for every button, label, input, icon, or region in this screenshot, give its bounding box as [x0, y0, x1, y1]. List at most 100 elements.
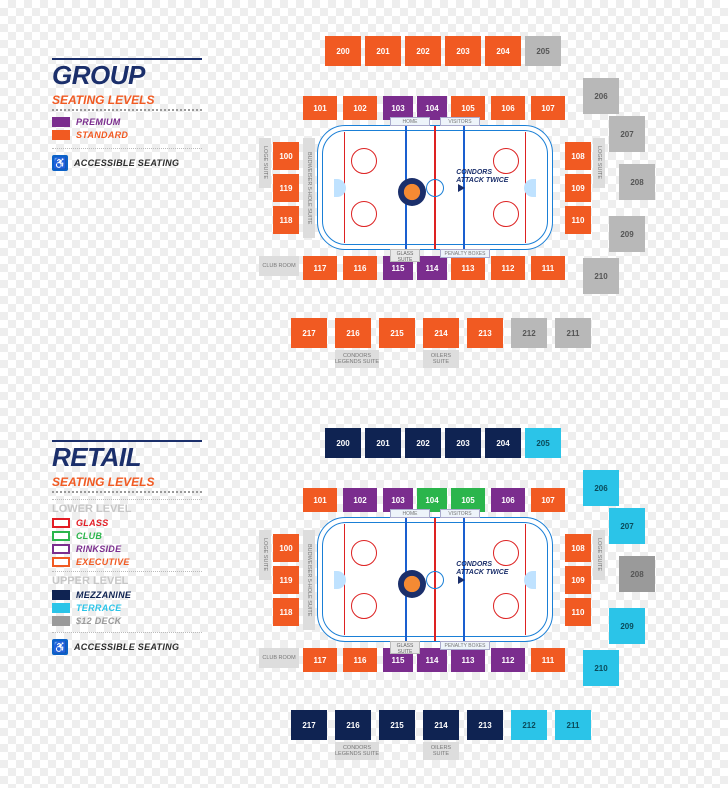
team-logo [398, 570, 426, 598]
accessible-label: ACCESSIBLE SEATING [74, 642, 179, 652]
section-114[interactable]: 114 [417, 256, 447, 280]
group-seating-chart: GROUP SEATING LEVELS PREMIUMSTANDARD ♿ A… [0, 8, 728, 388]
legend-label: $12 DECK [76, 616, 121, 626]
section-113[interactable]: 113 [451, 648, 485, 672]
section-117[interactable]: 117 [303, 256, 337, 280]
section-207[interactable]: 207 [609, 508, 645, 544]
legend-label: STANDARD [76, 130, 128, 140]
section-210[interactable]: 210 [583, 650, 619, 686]
section-215[interactable]: 215 [379, 710, 415, 740]
section-117[interactable]: 117 [303, 648, 337, 672]
section-211[interactable]: 211 [555, 710, 591, 740]
section-214[interactable]: 214 [423, 710, 459, 740]
glass-suite: GLASS SUITE [390, 249, 420, 262]
section-202[interactable]: 202 [405, 36, 441, 66]
accessible-icon: ♿ [52, 155, 68, 171]
section-119[interactable]: 119 [273, 174, 299, 202]
legend-label: GLASS [76, 518, 109, 528]
lower-level-hdr: LOWER LEVEL [52, 499, 202, 515]
section-208[interactable]: 208 [619, 164, 655, 200]
section-209[interactable]: 209 [609, 216, 645, 252]
section-107[interactable]: 107 [531, 488, 565, 512]
section-216[interactable]: 216 [335, 318, 371, 348]
swatch [52, 603, 70, 613]
section-217[interactable]: 217 [291, 318, 327, 348]
section-108[interactable]: 108 [565, 534, 591, 562]
section-112[interactable]: 112 [491, 648, 525, 672]
suite-box: CONDORS LEGENDS SUITE [335, 742, 379, 760]
section-200[interactable]: 200 [325, 36, 361, 66]
section-215[interactable]: 215 [379, 318, 415, 348]
section-216[interactable]: 216 [335, 710, 371, 740]
section-118[interactable]: 118 [273, 598, 299, 626]
swatch [52, 616, 70, 626]
swatch [52, 557, 70, 567]
section-118[interactable]: 118 [273, 206, 299, 234]
section-208[interactable]: 208 [619, 556, 655, 592]
section-116[interactable]: 116 [343, 256, 377, 280]
section-204[interactable]: 204 [485, 36, 521, 66]
retail-subtitle: SEATING LEVELS [52, 473, 202, 493]
retail-arena: 200201202203204205 217 216 215 214 213 212 211 2… [195, 400, 675, 780]
section-106[interactable]: 106 [491, 96, 525, 120]
group-subtitle: SEATING LEVELS [52, 91, 202, 111]
section-212[interactable]: 212 [511, 318, 547, 348]
attack-text: CONDORS ATTACK TWICE [456, 561, 512, 585]
section-110[interactable]: 110 [565, 206, 591, 234]
section-205[interactable]: 205 [525, 428, 561, 458]
section-212[interactable]: 212 [511, 710, 547, 740]
section-204[interactable]: 204 [485, 428, 521, 458]
section-106[interactable]: 106 [491, 488, 525, 512]
penalty-box: PENALTY BOXES [440, 249, 490, 258]
section-111[interactable]: 111 [531, 256, 565, 280]
glass-suite: GLASS SUITE [390, 641, 420, 654]
suite-box: BUDWEISER 5-HOLE SUITE [303, 138, 315, 238]
suite-box: OILERS SUITE [423, 350, 459, 368]
section-111[interactable]: 111 [531, 648, 565, 672]
section-200[interactable]: 200 [325, 428, 361, 458]
section-207[interactable]: 207 [609, 116, 645, 152]
legend-label: PREMIUM [76, 117, 121, 127]
section-102[interactable]: 102 [343, 488, 377, 512]
section-114[interactable]: 114 [417, 648, 447, 672]
section-201[interactable]: 201 [365, 428, 401, 458]
section-110[interactable]: 110 [565, 598, 591, 626]
suite-box: BUDWEISER 5-HOLE SUITE [303, 530, 315, 630]
section-205[interactable]: 205 [525, 36, 561, 66]
suite-box: LOGE SUITE [259, 138, 271, 188]
suite-box: LOGE SUITE [593, 138, 605, 188]
section-211[interactable]: 211 [555, 318, 591, 348]
group-arena: 200201202203204205 217 216 215 214 213 212 211 2… [195, 8, 675, 388]
swatch [52, 544, 70, 554]
accessible-icon: ♿ [52, 639, 68, 655]
section-107[interactable]: 107 [531, 96, 565, 120]
section-214[interactable]: 214 [423, 318, 459, 348]
section-116[interactable]: 116 [343, 648, 377, 672]
section-102[interactable]: 102 [343, 96, 377, 120]
section-100[interactable]: 100 [273, 534, 299, 562]
section-206[interactable]: 206 [583, 470, 619, 506]
section-113[interactable]: 113 [451, 256, 485, 280]
section-206[interactable]: 206 [583, 78, 619, 114]
section-101[interactable]: 101 [303, 96, 337, 120]
section-119[interactable]: 119 [273, 566, 299, 594]
section-201[interactable]: 201 [365, 36, 401, 66]
section-100[interactable]: 100 [273, 142, 299, 170]
section-203[interactable]: 203 [445, 428, 481, 458]
accessible-label: ACCESSIBLE SEATING [74, 158, 179, 168]
section-112[interactable]: 112 [491, 256, 525, 280]
section-203[interactable]: 203 [445, 36, 481, 66]
swatch [52, 518, 70, 528]
legend-label: TERRACE [76, 603, 122, 613]
section-101[interactable]: 101 [303, 488, 337, 512]
ice-rink: CONDORS ATTACK TWICE HOME VISITORS GLASS… [317, 517, 553, 642]
section-109[interactable]: 109 [565, 174, 591, 202]
section-108[interactable]: 108 [565, 142, 591, 170]
section-109[interactable]: 109 [565, 566, 591, 594]
section-213[interactable]: 213 [467, 318, 503, 348]
section-213[interactable]: 213 [467, 710, 503, 740]
section-210[interactable]: 210 [583, 258, 619, 294]
section-209[interactable]: 209 [609, 608, 645, 644]
section-217[interactable]: 217 [291, 710, 327, 740]
section-202[interactable]: 202 [405, 428, 441, 458]
